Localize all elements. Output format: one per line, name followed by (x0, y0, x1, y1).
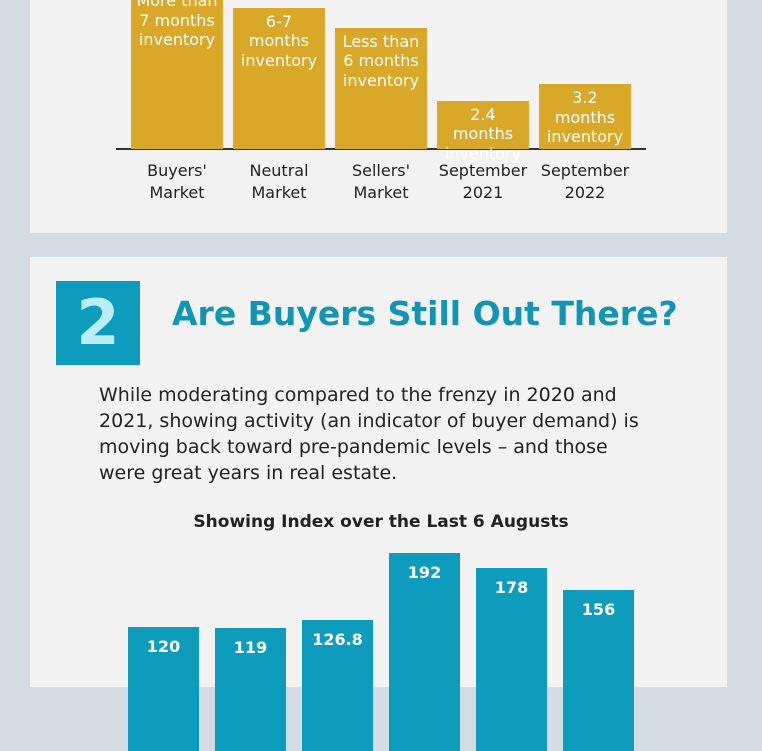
bar-label: Less than 6 months inventory (342, 31, 420, 90)
baseline (116, 148, 646, 150)
value-label: 178 (494, 577, 529, 597)
section-number: 2 (56, 281, 140, 365)
value-label: 119 (233, 638, 268, 658)
bar-label: 3.2 months inventory (546, 88, 624, 147)
value-label: 192 (407, 563, 442, 583)
category-label: September 2022 (540, 161, 630, 202)
category-label: September 2021 (438, 161, 528, 202)
bar (233, 7, 325, 149)
category-label: Sellers' Market (351, 161, 411, 202)
page: 2 Are Buyers Still Out There? While mode… (30, 0, 727, 751)
bar (539, 84, 631, 149)
value-label: 126.8 (312, 630, 363, 650)
bar-label: More than 7 months inventory (136, 0, 218, 50)
bar (389, 553, 460, 751)
bar (437, 100, 529, 149)
bar-label: 2.4 months inventory (444, 104, 522, 163)
section-body: While moderating compared to the frenzy … (99, 384, 639, 484)
chart-title: Showing Index over the Last 6 Augusts (193, 512, 569, 532)
bar (131, 0, 223, 149)
value-label: 120 (146, 637, 181, 657)
bar-label: 6-7 months inventory (240, 11, 318, 70)
section-title: Are Buyers Still Out There? (172, 294, 678, 333)
value-label: 156 (581, 600, 616, 620)
category-label: Neutral Market (249, 161, 309, 202)
bar (335, 27, 427, 149)
category-label: Buyers' Market (147, 161, 207, 202)
